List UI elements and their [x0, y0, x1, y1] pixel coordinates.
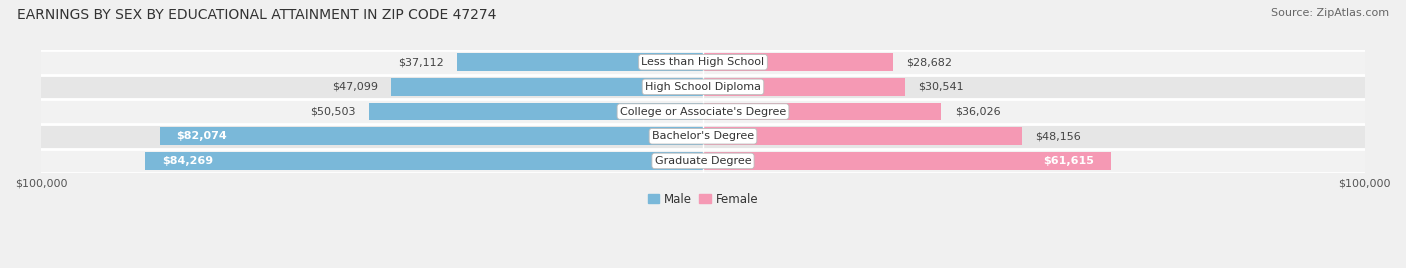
Bar: [703, 53, 893, 71]
Bar: [41, 75, 1365, 99]
Text: $50,503: $50,503: [311, 107, 356, 117]
Text: Graduate Degree: Graduate Degree: [655, 156, 751, 166]
Bar: [703, 152, 1111, 170]
Bar: [457, 53, 703, 71]
Text: $37,112: $37,112: [398, 57, 444, 67]
Text: $48,156: $48,156: [1035, 131, 1081, 141]
Text: $36,026: $36,026: [955, 107, 1000, 117]
Text: High School Diploma: High School Diploma: [645, 82, 761, 92]
Text: College or Associate's Degree: College or Associate's Degree: [620, 107, 786, 117]
Text: $30,541: $30,541: [918, 82, 965, 92]
Bar: [703, 103, 942, 120]
Bar: [41, 148, 1365, 173]
Bar: [703, 78, 905, 96]
Text: EARNINGS BY SEX BY EDUCATIONAL ATTAINMENT IN ZIP CODE 47274: EARNINGS BY SEX BY EDUCATIONAL ATTAINMEN…: [17, 8, 496, 22]
Bar: [41, 124, 1365, 148]
Text: $61,615: $61,615: [1043, 156, 1094, 166]
Bar: [160, 127, 703, 145]
Text: $47,099: $47,099: [332, 82, 378, 92]
Bar: [391, 78, 703, 96]
Bar: [41, 99, 1365, 124]
Bar: [703, 127, 1022, 145]
Text: Less than High School: Less than High School: [641, 57, 765, 67]
Text: $84,269: $84,269: [162, 156, 214, 166]
Legend: Male, Female: Male, Female: [643, 188, 763, 211]
Bar: [145, 152, 703, 170]
Bar: [41, 50, 1365, 75]
Text: Source: ZipAtlas.com: Source: ZipAtlas.com: [1271, 8, 1389, 18]
Text: $28,682: $28,682: [905, 57, 952, 67]
Text: Bachelor's Degree: Bachelor's Degree: [652, 131, 754, 141]
Bar: [368, 103, 703, 120]
Text: $82,074: $82,074: [176, 131, 228, 141]
